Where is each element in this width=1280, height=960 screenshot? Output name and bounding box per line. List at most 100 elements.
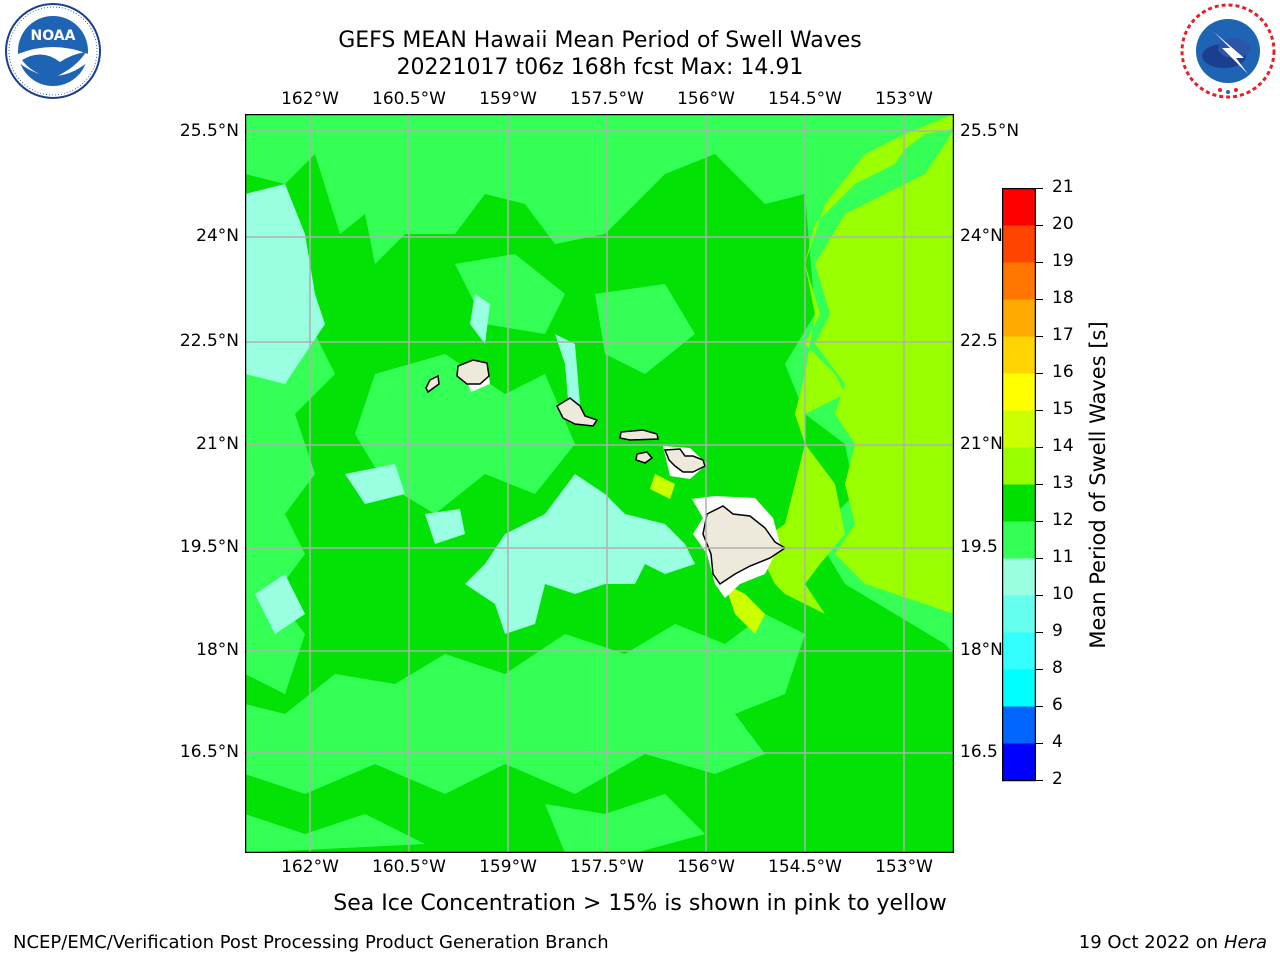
lat-label: 25.5°N [179,121,239,141]
colorbar-tick-mark [1036,669,1043,670]
lon-label: 156°W [677,857,735,877]
lat-label: 19.5°N [179,537,239,557]
colorbar-swatch [1002,484,1036,522]
colorbar-tick-mark [1036,706,1043,707]
map-title: GEFS MEAN Hawaii Mean Period of Swell Wa… [338,28,862,53]
lon-label: 159°W [479,89,537,109]
map-subtitle: 20221017 t06z 168h fcst Max: 14.91 [396,55,804,80]
lat-label: 16.5 [960,742,998,762]
colorbar-swatch [1002,188,1036,226]
noaa-logo: NOAA [5,3,101,99]
island-lanai [635,451,654,464]
island-kauai [456,359,490,385]
colorbar-tick-label: 20 [1052,214,1074,234]
colorbar-swatch [1002,595,1036,633]
colorbar-tick-mark [1036,780,1043,781]
colorbar-tick-mark [1036,336,1043,337]
colorbar-tick-label: 11 [1052,547,1074,567]
lon-label: 156°W [677,89,735,109]
lat-label: 24°N [196,226,239,246]
colorbar-tick-label: 9 [1052,621,1063,641]
colorbar-tick-label: 13 [1052,473,1074,493]
lat-label: 21°N [960,434,1003,454]
colorbar-swatch [1002,373,1036,411]
colorbar-tick-label: 15 [1052,399,1074,419]
colorbar-tick-label: 18 [1052,288,1074,308]
colorbar-tick-mark [1036,262,1043,263]
hawaiian-islands [425,359,787,586]
lon-label: 157.5°W [570,857,644,877]
noaa-logo-text: NOAA [31,28,76,44]
lon-label: 153°W [875,857,933,877]
colorbar-tick-label: 21 [1052,177,1074,197]
contour-13-14 [650,474,765,634]
colorbar [1002,188,1036,782]
colorbar-tick-label: 8 [1052,658,1063,678]
lat-label: 19.5 [960,537,998,557]
colorbar-tick-mark [1036,410,1043,411]
colorbar-tick-mark [1036,225,1043,226]
lon-label: 160.5°W [372,89,446,109]
lat-label: 18°N [960,640,1003,660]
colorbar-swatch [1002,706,1036,744]
colorbar-tick-mark [1036,558,1043,559]
colorbar-tick-label: 17 [1052,325,1074,345]
colorbar-swatch [1002,299,1036,337]
lon-label: 154.5°W [768,89,842,109]
colorbar-swatch [1002,336,1036,374]
colorbar-swatch [1002,447,1036,485]
footer-org: NCEP/EMC/Verification Post Processing Pr… [13,932,609,953]
colorbar-tick-label: 6 [1052,695,1063,715]
colorbar-swatch [1002,558,1036,596]
colorbar-tick-label: 2 [1052,769,1063,789]
colorbar-tick-mark [1036,373,1043,374]
contour-10-11 [245,254,805,853]
footer-date: 19 Oct 2022 on Hera [1079,932,1267,953]
sea-ice-caption: Sea Ice Concentration > 15% is shown in … [333,891,947,916]
footer-date-text: 19 Oct 2022 on [1078,932,1224,953]
map-frame [245,114,954,853]
colorbar-swatch [1002,632,1036,670]
colorbar-tick-mark [1036,447,1043,448]
lat-label: 25.5°N [960,121,1020,141]
swell-period-map [245,114,954,853]
contour-9-10 [245,184,695,634]
colorbar-tick-label: 4 [1052,732,1063,752]
colorbar-tick-mark [1036,299,1043,300]
colorbar-swatch [1002,743,1036,781]
nws-logo [1180,3,1276,99]
lat-label: 22.5 [960,331,998,351]
lon-label: 162°W [281,89,339,109]
lat-lon-grid [245,114,954,853]
colorbar-swatch [1002,225,1036,263]
colorbar-tick-label: 14 [1052,436,1074,456]
footer-host: Hera [1223,932,1267,953]
island-molokai [619,429,659,441]
colorbar-swatch [1002,262,1036,300]
colorbar-swatch [1002,669,1036,707]
colorbar-label: Mean Period of Swell Waves [s] [1086,321,1110,649]
colorbar-tick-label: 12 [1052,510,1074,530]
lon-label: 157.5°W [570,89,644,109]
lon-label: 160.5°W [372,857,446,877]
colorbar-tick-mark [1036,632,1043,633]
colorbar-tick-label: 16 [1052,362,1074,382]
lat-label: 24°N [960,226,1003,246]
island-maui [663,448,706,473]
colorbar-tick-label: 10 [1052,584,1074,604]
lon-label: 154.5°W [768,857,842,877]
colorbar-tick-mark [1036,521,1043,522]
lat-label: 16.5°N [179,742,239,762]
colorbar-swatch [1002,521,1036,559]
lon-label: 153°W [875,89,933,109]
lat-label: 21°N [196,434,239,454]
colorbar-tick-mark [1036,484,1043,485]
colorbar-tick-mark [1036,743,1043,744]
island-big-island [702,505,787,586]
lon-label: 159°W [479,857,537,877]
colorbar-tick-mark [1036,595,1043,596]
lat-label: 22.5°N [179,331,239,351]
lon-label: 162°W [281,857,339,877]
island-niihau [425,374,440,394]
colorbar-tick-label: 19 [1052,251,1074,271]
